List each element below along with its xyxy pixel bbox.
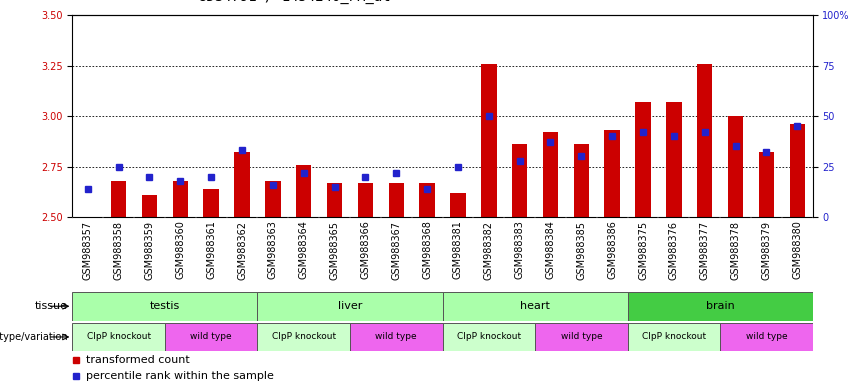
Bar xyxy=(257,292,443,321)
Text: ClpP knockout: ClpP knockout xyxy=(271,333,336,341)
Text: GSM988363: GSM988363 xyxy=(268,220,278,280)
Bar xyxy=(636,102,651,217)
Text: GSM988381: GSM988381 xyxy=(453,220,463,280)
Bar xyxy=(790,124,805,217)
Bar xyxy=(443,323,535,351)
Text: testis: testis xyxy=(150,301,180,311)
Bar xyxy=(389,183,404,217)
Text: GSM988379: GSM988379 xyxy=(762,220,772,280)
Bar xyxy=(512,144,528,217)
Text: GSM988385: GSM988385 xyxy=(576,220,586,280)
Bar xyxy=(443,292,627,321)
Bar xyxy=(535,323,627,351)
Bar xyxy=(111,181,126,217)
Bar xyxy=(627,323,720,351)
Bar xyxy=(142,195,157,217)
Text: wild type: wild type xyxy=(191,333,232,341)
Text: GSM988375: GSM988375 xyxy=(638,220,648,280)
Text: percentile rank within the sample: percentile rank within the sample xyxy=(86,371,273,381)
Bar xyxy=(574,144,589,217)
Bar xyxy=(327,183,342,217)
Bar xyxy=(257,323,350,351)
Bar xyxy=(72,323,165,351)
Bar xyxy=(604,130,620,217)
Text: liver: liver xyxy=(338,301,363,311)
Text: tissue: tissue xyxy=(35,301,68,311)
Bar xyxy=(173,181,188,217)
Text: ClpP knockout: ClpP knockout xyxy=(457,333,521,341)
Bar xyxy=(666,102,682,217)
Text: GSM988359: GSM988359 xyxy=(145,220,155,280)
Text: GSM988378: GSM988378 xyxy=(730,220,740,280)
Text: GSM988368: GSM988368 xyxy=(422,220,432,280)
Bar xyxy=(203,189,219,217)
Text: genotype/variation: genotype/variation xyxy=(0,332,68,342)
Text: wild type: wild type xyxy=(375,333,417,341)
Text: brain: brain xyxy=(705,301,734,311)
Text: wild type: wild type xyxy=(745,333,787,341)
Bar xyxy=(481,64,496,217)
Text: GSM988380: GSM988380 xyxy=(792,220,802,280)
Text: GSM988362: GSM988362 xyxy=(237,220,247,280)
Text: GSM988382: GSM988382 xyxy=(483,220,494,280)
Text: GSM988386: GSM988386 xyxy=(607,220,617,280)
Bar xyxy=(420,183,435,217)
Text: ClpP knockout: ClpP knockout xyxy=(87,333,151,341)
Bar xyxy=(728,116,743,217)
Bar xyxy=(720,323,813,351)
Text: transformed count: transformed count xyxy=(86,356,190,366)
Text: heart: heart xyxy=(520,301,550,311)
Text: GSM988365: GSM988365 xyxy=(329,220,340,280)
Bar xyxy=(697,64,712,217)
Text: GSM988383: GSM988383 xyxy=(515,220,525,280)
Bar xyxy=(72,292,257,321)
Bar xyxy=(165,323,257,351)
Text: GSM988376: GSM988376 xyxy=(669,220,679,280)
Text: wild type: wild type xyxy=(561,333,603,341)
Text: GSM988361: GSM988361 xyxy=(206,220,216,280)
Bar xyxy=(266,181,281,217)
Bar xyxy=(234,152,249,217)
Text: GSM988360: GSM988360 xyxy=(175,220,186,280)
Text: GSM988366: GSM988366 xyxy=(360,220,370,280)
Text: GSM988357: GSM988357 xyxy=(83,220,93,280)
Text: GSM988367: GSM988367 xyxy=(391,220,402,280)
Bar xyxy=(296,165,311,217)
Text: GSM988358: GSM988358 xyxy=(113,220,123,280)
Text: GDS4791 / 1454240_PM_at: GDS4791 / 1454240_PM_at xyxy=(198,0,391,4)
Bar xyxy=(357,183,373,217)
Bar xyxy=(543,132,558,217)
Text: GSM988377: GSM988377 xyxy=(700,220,710,280)
Bar xyxy=(759,152,774,217)
Bar xyxy=(350,323,443,351)
Text: GSM988384: GSM988384 xyxy=(545,220,556,280)
Text: GSM988364: GSM988364 xyxy=(299,220,309,280)
Bar xyxy=(450,193,465,217)
Text: ClpP knockout: ClpP knockout xyxy=(642,333,706,341)
Bar xyxy=(627,292,813,321)
